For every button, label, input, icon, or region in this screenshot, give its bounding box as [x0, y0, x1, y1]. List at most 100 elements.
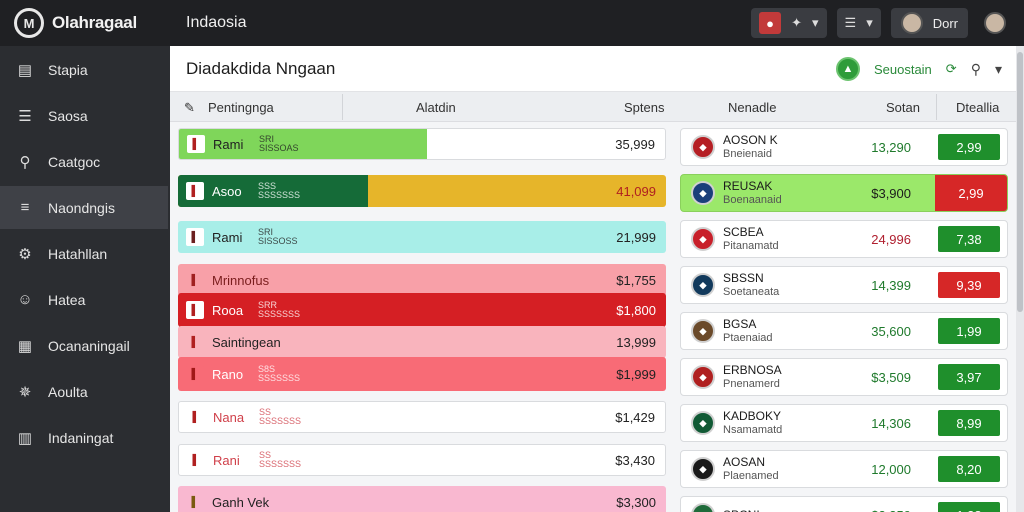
user-label: Dorr	[932, 15, 958, 31]
match-row[interactable]: ◆ ERBNOSA Pnenamerd $3,509 3,97	[680, 358, 1008, 396]
match-row[interactable]: ◆ KADBOKY Nsamamatd 14,306 8,99	[680, 404, 1008, 442]
sidebar-item-5[interactable]: ☺ Hatea	[0, 278, 168, 321]
list-item[interactable]: ▌ Rami SRI SISSOSS 21,999	[178, 221, 666, 253]
match-value: 12,000	[871, 461, 911, 477]
list-item[interactable]: ▌ Rani SS SSSSSSS $3,430	[178, 444, 666, 476]
odds-button[interactable]: 2,99	[938, 134, 1000, 160]
row-value: $3,300	[616, 494, 656, 510]
team-crest-icon: ◆	[691, 457, 715, 481]
row-subtext-2: SSSSSSS	[259, 416, 302, 426]
list-item[interactable]: ▌ Nana SS SSSSSSS $1,429	[178, 401, 666, 433]
refresh-icon[interactable]: ⟳	[945, 61, 957, 76]
profile-button[interactable]	[978, 8, 1012, 38]
odds-button[interactable]: 8,99	[938, 410, 1000, 436]
row-content: ▌ Rami SRI SISSOSS 21,999	[178, 221, 666, 253]
row-name: Ganh Vek	[212, 494, 270, 510]
odds-button[interactable]: 3,97	[938, 364, 1000, 390]
row-subtext: SS SSSSSSS	[259, 408, 301, 426]
flag-icon: ▌	[186, 333, 204, 351]
column-1[interactable]: Alatdin	[416, 100, 456, 115]
logo-icon: M	[14, 8, 44, 38]
sidebar-item-6[interactable]: ▦ Ocananingail	[0, 324, 168, 367]
edit-icon[interactable]: ✎	[184, 100, 195, 115]
sidebar-item-1[interactable]: ☰ Saosa	[0, 94, 168, 137]
row-subtext: SRI SISSOSS	[258, 228, 298, 246]
settings-icon: ✵	[18, 383, 32, 401]
chevron-down-icon[interactable]: ▾	[866, 15, 873, 30]
bottle-icon[interactable]: ▲	[835, 57, 860, 81]
row-subtext-2: SSSSSSS	[258, 309, 301, 319]
column-4[interactable]: Sotan	[886, 100, 920, 115]
row-content: ▌ Ganh Vek $3,300	[178, 486, 666, 512]
list-item[interactable]: ▌ Asoo SSS SSSSSSS 41,099	[178, 175, 666, 207]
team-subtitle: Pitanamatd	[723, 240, 779, 252]
sidebar-item-label: Hatea	[48, 291, 86, 308]
list-item[interactable]: ▌ Rooa SRR SSSSSSS $1,800	[178, 293, 666, 327]
row-value: 13,999	[616, 334, 656, 350]
row-value: $1,999	[616, 366, 656, 382]
column-2[interactable]: Sptens	[624, 100, 665, 115]
odds-button[interactable]: 1,99	[938, 318, 1000, 344]
pin-icon[interactable]: ✦	[791, 15, 802, 30]
match-row[interactable]: ◆ AOSON K Bneienaid 13,290 2,99	[680, 128, 1008, 166]
team-name: AOSON K Bneienaid	[723, 133, 778, 161]
team-subtitle: Bneienaid	[723, 148, 772, 160]
main-title: Diadakdida Nngaan	[186, 58, 336, 78]
flag-icon: ▌	[186, 301, 204, 319]
gear-icon: ⚙	[18, 245, 32, 263]
match-row[interactable]: ◆ REUSAK Boenaanaid $3,900 2,99	[680, 174, 1008, 212]
list-item[interactable]: ▌ Ganh Vek $3,300	[178, 486, 666, 512]
match-value: 35,600	[871, 323, 911, 339]
list-item[interactable]: ▌ Rami SRI SISSOAS 35,999	[178, 128, 666, 160]
odds-button[interactable]: 9,39	[938, 272, 1000, 298]
sidebar: ▤ Stapia ☰ Saosa ⚲ Caatgoc ≡ Naondngis ⚙ Hatahlla…	[0, 46, 168, 512]
match-row[interactable]: ◆ BGSA Ptaenaiad 35,600 1,99	[680, 312, 1008, 350]
sidebar-item-4[interactable]: ⚙ Hatahllan	[0, 232, 168, 275]
match-value: 14,306	[871, 415, 911, 431]
column-3[interactable]: Nenadle	[728, 100, 777, 115]
row-name: Rano	[212, 366, 244, 382]
match-row[interactable]: ◆ SCBEA Pitanamatd 24,996 7,38	[680, 220, 1008, 258]
search-icon: ⚲	[19, 153, 31, 171]
header-tools: ▲ Seuostain ⟳ ⚲ ▾	[835, 46, 1002, 92]
match-row[interactable]: ◆ SPCNI $2,359 1,38	[680, 496, 1008, 512]
sidebar-item-8[interactable]: ▥ Indaningat	[0, 416, 168, 459]
column-0[interactable]: Pentingnga	[208, 100, 274, 115]
list-view-icon[interactable]: ☰	[844, 15, 857, 30]
row-content: ▌ Saintingean 13,999	[178, 326, 666, 358]
list-icon: ☰	[18, 107, 32, 125]
user-menu-button[interactable]: Dorr	[890, 8, 968, 38]
match-row[interactable]: ◆ SBSSN Soetaneata 14,399 9,39	[680, 266, 1008, 304]
record-icon[interactable]: ●	[759, 12, 782, 34]
odds-button[interactable]: 8,20	[938, 456, 1000, 482]
sidebar-item-3[interactable]: ≡ Naondngis	[0, 186, 168, 229]
match-value: 13,290	[871, 139, 911, 155]
row-subtext-1: SRR	[258, 300, 278, 310]
column-5[interactable]: Dteallia	[956, 100, 1000, 115]
team-subtitle: Plaenamed	[723, 470, 779, 482]
list-item[interactable]: ▌ Saintingean 13,999	[178, 326, 666, 358]
match-row[interactable]: ◆ AOSAN Plaenamed 12,000 8,20	[680, 450, 1008, 488]
doc-icon: ▥	[17, 429, 33, 447]
scrollbar[interactable]	[1016, 46, 1024, 512]
scrollbar-thumb[interactable]	[1017, 52, 1023, 312]
odds-button[interactable]: 7,38	[938, 226, 1000, 252]
row-subtext-2: SISSOSS	[258, 236, 298, 246]
team-title: AOSON K	[723, 133, 778, 147]
app-logo[interactable]: M Olahragaal	[0, 0, 168, 46]
row-value: $3,430	[615, 452, 655, 468]
search-icon[interactable]: ⚲	[970, 60, 981, 77]
list-item[interactable]: ▌ Rano S8S SSSSSSS $1,999	[178, 357, 666, 391]
sidebar-item-2[interactable]: ⚲ Caatgoc	[0, 140, 168, 183]
row-name: Rani	[213, 452, 240, 468]
list-item[interactable]: ▌ Mrinnofus $1,755	[178, 264, 666, 296]
header-right-label[interactable]: Seuostain	[873, 61, 932, 77]
flag-icon: ▌	[187, 135, 205, 153]
odds-button[interactable]: 1,38	[938, 502, 1000, 512]
chevron-down-icon[interactable]: ▾	[994, 60, 1002, 77]
odds-button[interactable]: 2,99	[935, 175, 1007, 211]
sidebar-item-7[interactable]: ✵ Aoulta	[0, 370, 168, 413]
chevron-down-icon[interactable]: ▾	[812, 15, 819, 30]
sidebar-item-0[interactable]: ▤ Stapia	[0, 48, 168, 91]
row-subtext-1: SS	[259, 450, 272, 460]
